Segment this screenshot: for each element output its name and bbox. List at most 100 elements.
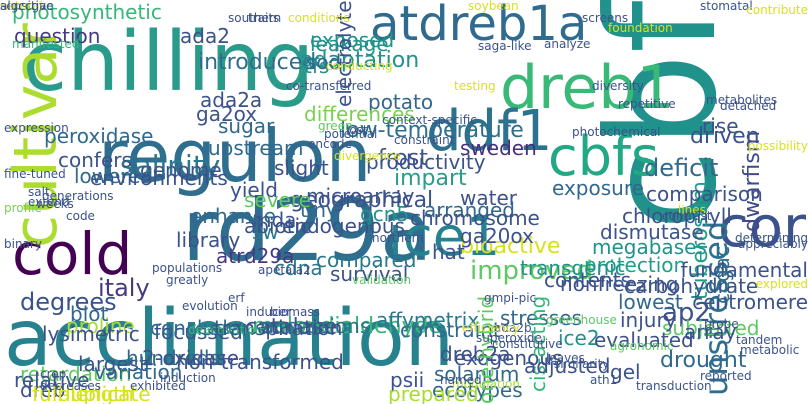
cloud-word: validation [352, 273, 412, 287]
cloud-word: salt [28, 185, 50, 199]
cloud-word: determining [735, 231, 808, 245]
cloud-word: exposure [552, 176, 644, 200]
cloud-word: affymetrix [376, 308, 480, 332]
cloud-word: apetala2 [258, 263, 311, 277]
cloud-word: algccgac [0, 0, 54, 13]
cloud-word: peroxidase [44, 124, 154, 148]
cloud-word: evaluated [594, 328, 694, 352]
cloud-word: prepared [388, 382, 479, 404]
cloud-word: leakage [310, 32, 389, 56]
cloud-word: decreases [40, 379, 101, 393]
cloud-word: stresses [500, 306, 582, 330]
cloud-word: evolution [182, 299, 238, 313]
cloud-word: productivity [366, 150, 486, 174]
cloud-word: induction [160, 371, 216, 385]
cloud-word: sw [252, 220, 279, 244]
cloud-word: ddf1 [426, 99, 553, 164]
cloud-word: gel [610, 360, 641, 384]
cloud-word: lines [678, 203, 706, 217]
cloud-word: appreciably [738, 237, 808, 251]
cloud-word: ath1 [590, 373, 618, 387]
cloud-word: transgenic [520, 256, 626, 280]
cloud-word: solanum [434, 362, 520, 386]
cloud-word: code [66, 209, 95, 223]
cloud-word: sugar [218, 114, 275, 138]
cloud-word: generations [42, 189, 114, 203]
cloud-word: cor [718, 195, 807, 260]
cloud-word: salinity [120, 149, 221, 182]
cloud-word: carbohydrate [624, 274, 759, 298]
cloud-word: adaptation [300, 48, 420, 73]
cloud-word: library [176, 228, 241, 252]
cloud-word: constitutive [492, 337, 563, 351]
cloud-word: tiny [300, 198, 338, 222]
cloud-word: encode [308, 137, 352, 151]
cloud-word: crop [40, 367, 67, 381]
cloud-word: exposed [310, 28, 395, 52]
cloud-word: dreb [20, 378, 66, 402]
cloud-word: upstream [208, 136, 304, 160]
cloud-word: enhance [190, 204, 276, 228]
cloud-word: photochemical [572, 125, 661, 139]
cloud-word: hat [432, 240, 465, 264]
cloud-word: cold [12, 220, 133, 288]
cloud-word: exhibited [130, 379, 186, 393]
cloud-word: constraint [394, 133, 455, 147]
cloud-word: named [440, 373, 482, 387]
cloud-word: natural [0, 0, 43, 13]
cloud-word: frost [378, 146, 428, 171]
cloud-word: arranged [424, 198, 515, 222]
cloud-word: relative [14, 368, 90, 392]
cloud-word: greenhouse [546, 313, 617, 327]
cloud-word: contrast [662, 209, 712, 223]
cloud-word: italy [98, 274, 150, 302]
cloud-word: diversity [592, 79, 644, 93]
cloud-word: expression [4, 121, 69, 135]
cloud-word: explored [755, 277, 808, 291]
cloud-word: superoxide [476, 331, 542, 345]
cloud-word: injury [620, 308, 677, 332]
cloud-word: chlorophyll [622, 204, 732, 228]
cloud-word: leaves [546, 351, 585, 365]
cloud-word: cdna [274, 256, 323, 280]
cloud-word: metabolites [706, 93, 778, 107]
cloud-word: saga-like [478, 39, 532, 53]
cloud-word: sensitive [0, 0, 54, 13]
cloud-word: ga2ox [196, 102, 258, 126]
cloud-word: deactivation [188, 323, 263, 337]
cloud-word: question [14, 24, 101, 48]
cloud-word: erf [228, 291, 245, 305]
cloud-word: rd29a [182, 181, 433, 281]
cloud-word: abiotic [244, 214, 312, 238]
cloud-word: dreb2a [440, 342, 511, 366]
cloud-word: similarity [554, 357, 610, 371]
cloud-word: ice2 [558, 326, 600, 350]
cloud-word: conditions [288, 11, 350, 25]
cloud-word: screens [582, 11, 629, 25]
cloud-word: metabolic [740, 343, 800, 357]
cloud-word: modulation [452, 377, 520, 391]
cloud-word: confers [58, 148, 132, 172]
cloud-word: rise [702, 114, 739, 138]
cloud-word: conclude [150, 316, 241, 340]
cloud-word: possibility [747, 139, 808, 153]
cloud-word: southern [228, 11, 282, 25]
cloud-word: repetitive [618, 97, 676, 111]
cloud-word: lysimetric [42, 322, 140, 346]
cloud-word: low-temperature [340, 118, 524, 143]
cloud-word: genome [140, 158, 222, 182]
cloud-word: gcn5 [360, 202, 410, 226]
cloud-word: largest [78, 352, 147, 376]
cloud-word: comparison [646, 182, 763, 206]
cloud-word: drought [660, 348, 747, 373]
cloud-word: reported [700, 369, 752, 383]
cloud-word: blot [70, 302, 109, 326]
cloud-word: full-length [32, 382, 134, 404]
cloud-word: potential [324, 127, 378, 141]
cloud-word: chilling [22, 15, 315, 110]
cloud-word: probe [704, 317, 739, 331]
cloud-word: detached [720, 99, 777, 113]
cloud-word: binary [4, 237, 42, 251]
cloud-word: compared [316, 248, 417, 272]
